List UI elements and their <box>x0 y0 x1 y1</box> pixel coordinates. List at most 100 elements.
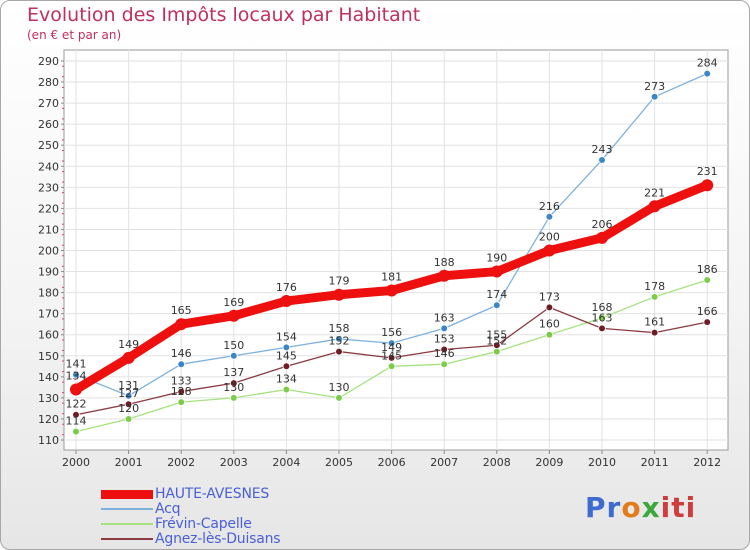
data-label: 186 <box>697 263 718 276</box>
data-point-3 <box>177 387 186 396</box>
data-point-0 <box>543 244 556 257</box>
chart-subtitle: (en € et par an) <box>27 28 122 42</box>
data-label: 174 <box>486 288 507 301</box>
y-tick-label: 110 <box>38 434 59 447</box>
x-tick-label: 2005 <box>325 456 353 469</box>
data-point-1 <box>387 339 396 347</box>
x-tick-label: 2004 <box>272 456 300 469</box>
y-tick-label: 220 <box>38 202 59 215</box>
data-point-1 <box>598 156 606 164</box>
data-label: 221 <box>644 186 665 199</box>
data-label: 134 <box>276 372 297 385</box>
data-label: 114 <box>66 415 87 428</box>
y-tick-label: 200 <box>38 245 59 258</box>
y-tick-label: 170 <box>38 308 59 321</box>
y-tick-label: 280 <box>38 76 59 89</box>
data-label: 149 <box>381 341 402 354</box>
y-tick-label: 130 <box>38 392 59 405</box>
data-label: 134 <box>66 369 87 382</box>
data-point-0 <box>280 295 293 308</box>
data-label: 163 <box>434 311 455 324</box>
data-point-0 <box>596 231 608 244</box>
data-label: 146 <box>434 347 455 360</box>
data-point-1 <box>282 343 291 352</box>
data-label: 158 <box>329 322 350 335</box>
data-point-1 <box>177 360 186 369</box>
proxiti-logo: Proxiti <box>585 491 696 524</box>
x-tick-label: 2001 <box>115 456 143 469</box>
data-label: 169 <box>223 296 244 309</box>
data-point-1 <box>492 301 501 310</box>
data-label: 166 <box>697 305 718 318</box>
data-label: 153 <box>434 332 455 345</box>
data-label: 137 <box>223 366 244 379</box>
data-label: 181 <box>381 271 402 284</box>
data-point-0 <box>227 309 240 322</box>
data-label: 161 <box>644 316 665 329</box>
data-label: 154 <box>276 330 297 343</box>
legend-swatch <box>101 508 153 510</box>
data-point-2 <box>492 347 501 356</box>
x-tick-label: 2012 <box>693 456 721 469</box>
data-point-2 <box>124 415 133 423</box>
data-point-3 <box>124 400 133 409</box>
data-label: 176 <box>276 281 297 294</box>
data-label: 150 <box>223 339 244 352</box>
y-tick-label: 160 <box>38 329 59 342</box>
data-point-2 <box>72 427 80 436</box>
y-tick-label: 260 <box>38 118 59 131</box>
data-label: 168 <box>592 301 613 314</box>
data-label: 133 <box>171 375 192 388</box>
data-point-3 <box>703 318 711 326</box>
x-tick-label: 2000 <box>62 456 90 469</box>
data-point-3 <box>598 324 606 333</box>
data-point-0 <box>175 318 188 331</box>
chart-title: Evolution des Impôts locaux par Habitant <box>27 4 421 26</box>
legend-swatch <box>101 538 153 540</box>
data-label: 141 <box>66 358 87 371</box>
data-label: 178 <box>644 280 665 293</box>
y-tick-label: 210 <box>38 223 59 236</box>
data-label: 173 <box>539 290 560 303</box>
data-point-0 <box>385 284 398 297</box>
x-tick-label: 2010 <box>588 456 616 469</box>
data-label: 179 <box>329 275 350 288</box>
data-point-2 <box>650 293 659 301</box>
data-point-3 <box>282 362 291 371</box>
data-label: 284 <box>697 57 718 70</box>
data-label: 216 <box>539 200 560 213</box>
data-point-2 <box>440 360 449 369</box>
x-tick-label: 2008 <box>483 456 511 469</box>
data-label: 273 <box>644 80 665 93</box>
data-label: 131 <box>118 379 139 392</box>
data-point-2 <box>177 398 186 406</box>
data-point-2 <box>703 276 711 284</box>
legend-swatch <box>101 489 153 499</box>
legend-label: Agnez-lès-Duisans <box>155 531 281 547</box>
data-point-0 <box>70 383 82 396</box>
data-point-3 <box>335 347 343 356</box>
data-label: 188 <box>434 256 455 269</box>
data-point-0 <box>490 265 503 278</box>
data-label: 128 <box>171 385 192 398</box>
x-tick-label: 2006 <box>378 456 406 469</box>
data-point-1 <box>650 92 659 101</box>
data-point-1 <box>72 370 80 379</box>
data-point-2 <box>598 314 606 322</box>
x-tick-label: 2009 <box>535 456 563 469</box>
data-point-1 <box>703 69 711 78</box>
logo-part-3: x <box>641 491 661 524</box>
data-point-2 <box>335 394 343 402</box>
data-label: 155 <box>486 328 507 341</box>
data-point-0 <box>438 269 451 282</box>
y-tick-label: 190 <box>38 266 59 279</box>
y-tick-label: 120 <box>38 413 59 426</box>
y-tick-label: 240 <box>38 160 59 173</box>
data-label: 149 <box>118 338 139 351</box>
legend-label: HAUTE-AVESNES <box>155 486 270 502</box>
x-tick-label: 2002 <box>167 456 195 469</box>
data-label: 200 <box>539 231 560 244</box>
data-point-3 <box>72 410 80 419</box>
y-tick-label: 250 <box>38 139 59 152</box>
